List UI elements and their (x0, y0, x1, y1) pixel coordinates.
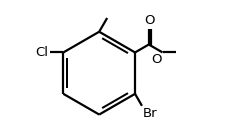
Text: Br: Br (142, 107, 157, 120)
Text: Cl: Cl (35, 46, 48, 59)
Text: O: O (144, 14, 154, 26)
Text: O: O (151, 53, 161, 66)
